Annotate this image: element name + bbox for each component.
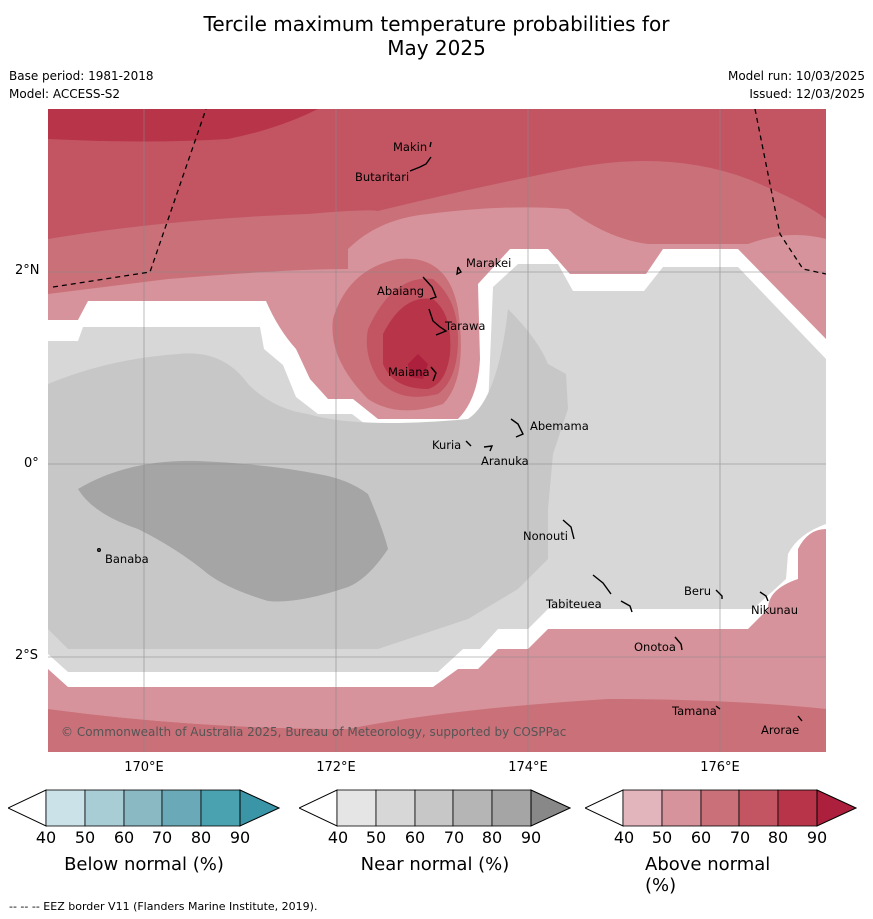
arorae-island (797, 715, 803, 722)
lat-label-2s: 2°S (15, 648, 39, 663)
eez-source-footnote: -- -- -- EEZ border V11 (Flanders Marine… (9, 900, 318, 913)
label-tarawa: Tarawa (444, 319, 485, 333)
eez-border (52, 109, 826, 288)
aranuka-island (483, 445, 494, 452)
model-name: Model: ACCESS-S2 (9, 87, 121, 101)
lat-label-equator: 0° (24, 456, 39, 471)
title-line-1: Tercile maximum temperature probabilitie… (203, 12, 670, 36)
cb-below-tick: 60 (113, 828, 135, 847)
cb-above-label: Above normal (%) (645, 854, 771, 896)
label-beru: Beru (684, 584, 711, 598)
abemama-island (510, 418, 524, 438)
lon-label-170e: 170°E (124, 760, 164, 775)
cb-above-tick: 50 (651, 828, 673, 847)
label-marakei: Marakei (466, 256, 511, 270)
cb-above-tick: 90 (806, 828, 828, 847)
label-maiana: Maiana (388, 365, 430, 379)
tabiteuea-north (592, 574, 612, 595)
marakei-island (456, 266, 462, 276)
label-banaba: Banaba (105, 552, 149, 566)
model-run: Model run: 10/03/2025 (727, 69, 865, 83)
cb-near-tick: 70 (443, 828, 465, 847)
above-90-hotspot (408, 354, 428, 379)
tabiteuea-south (620, 600, 633, 613)
label-kuria: Kuria (432, 438, 461, 452)
issued-date: Issued: 12/03/2025 (749, 87, 865, 101)
above-80-north-band (48, 109, 318, 142)
tamana-island (715, 705, 721, 710)
cb-above-tick: 70 (729, 828, 751, 847)
cb-below-tick: 40 (35, 828, 57, 847)
label-aranuka: Aranuka (481, 454, 529, 468)
label-nonouti: Nonouti (523, 529, 568, 543)
beru-island (715, 589, 723, 599)
cb-above-tick: 80 (767, 828, 789, 847)
nonouti-island (562, 519, 575, 540)
abaiang-island (422, 276, 437, 300)
label-abemama: Abemama (530, 419, 589, 433)
cb-near-tick: 50 (365, 828, 387, 847)
meta-right: Model run: 10/03/2025 Issued: 12/03/2025 (728, 67, 865, 103)
label-tamana: Tamana (671, 704, 717, 718)
butaritari-island (409, 156, 432, 172)
maiana-island (430, 366, 437, 382)
cb-above-tick: 60 (690, 828, 712, 847)
lat-label-2n: 2°N (15, 263, 40, 278)
cb-near-label: Near normal (%) (360, 854, 510, 875)
cb-below-tick: 70 (151, 828, 173, 847)
probability-map: Makin Butaritari Marakei Abaiang Tarawa … (48, 109, 826, 752)
nikunau-island (759, 591, 769, 602)
label-butaritari: Butaritari (355, 170, 409, 184)
cb-below-tick: 80 (190, 828, 212, 847)
lon-label-174e: 174°E (508, 760, 548, 775)
near-70-region (78, 460, 388, 602)
tarawa-island (428, 308, 448, 336)
copyright-notice: © Commonwealth of Australia 2025, Bureau… (61, 725, 566, 739)
label-onotoa: Onotoa (634, 640, 676, 654)
label-tabiteuea: Tabiteuea (545, 597, 602, 611)
label-nikunau: Nikunau (751, 603, 798, 617)
banaba-island (97, 548, 102, 553)
meta-left: Base period: 1981-2018 Model: ACCESS-S2 (9, 67, 154, 103)
graticule (48, 109, 826, 752)
label-arorae: Arorae (761, 723, 799, 737)
colorbar-below (8, 789, 280, 827)
cb-near-tick: 40 (327, 828, 349, 847)
kuria-island (465, 440, 472, 447)
base-period: Base period: 1981-2018 (9, 69, 154, 83)
cb-below-label: Below normal (%) (64, 854, 224, 875)
cb-below-tick: 50 (74, 828, 96, 847)
lon-label-172e: 172°E (316, 760, 356, 775)
cb-near-tick: 80 (481, 828, 503, 847)
cb-near-tick: 90 (520, 828, 542, 847)
map-title: Tercile maximum temperature probabilitie… (0, 12, 873, 60)
cb-near-tick: 60 (404, 828, 426, 847)
islands (97, 141, 803, 722)
colorbar-above (585, 789, 857, 827)
above-60-south-band (48, 699, 826, 752)
title-line-2: May 2025 (387, 36, 486, 60)
cb-below-tick: 90 (229, 828, 251, 847)
cb-above-tick: 40 (613, 828, 635, 847)
colorbar-near (299, 789, 571, 827)
makin-island (429, 141, 432, 148)
onotoa-island (674, 636, 683, 651)
lon-label-176e: 176°E (700, 760, 740, 775)
label-abaiang: Abaiang (377, 284, 424, 298)
label-makin: Makin (393, 140, 427, 154)
